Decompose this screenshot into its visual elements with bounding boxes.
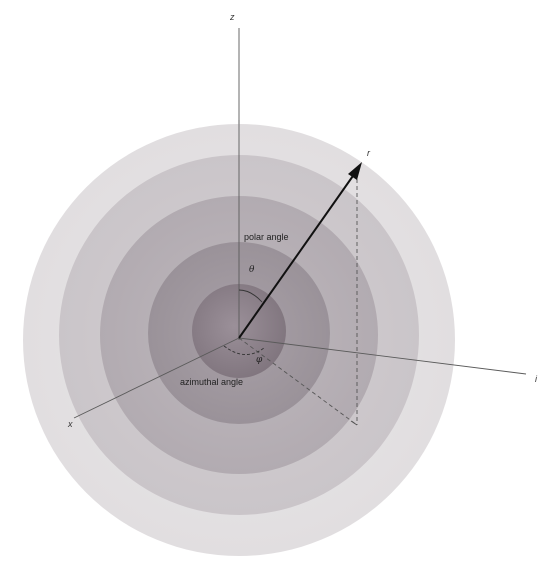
azimuthal-angle-arc bbox=[223, 345, 265, 355]
theta-symbol: θ bbox=[249, 265, 255, 275]
azimuthal-angle-label: azimuthal angle bbox=[180, 377, 243, 387]
z-axis-label: z bbox=[229, 12, 235, 22]
y-axis-label: i bbox=[535, 374, 538, 384]
projection-ground-dashed bbox=[238, 337, 358, 426]
x-axis-label: x bbox=[67, 419, 73, 429]
projection-corner-mark bbox=[350, 420, 358, 426]
r-vector-arrowhead bbox=[348, 162, 362, 180]
polar-angle-label: polar angle bbox=[244, 232, 289, 242]
phi-symbol: φ bbox=[256, 355, 263, 365]
x-axis-line bbox=[73, 337, 240, 419]
y-axis-line bbox=[238, 337, 527, 375]
r-vector-line bbox=[238, 172, 356, 339]
r-vector-label: r bbox=[367, 148, 371, 158]
polar-angle-arc bbox=[238, 289, 263, 303]
